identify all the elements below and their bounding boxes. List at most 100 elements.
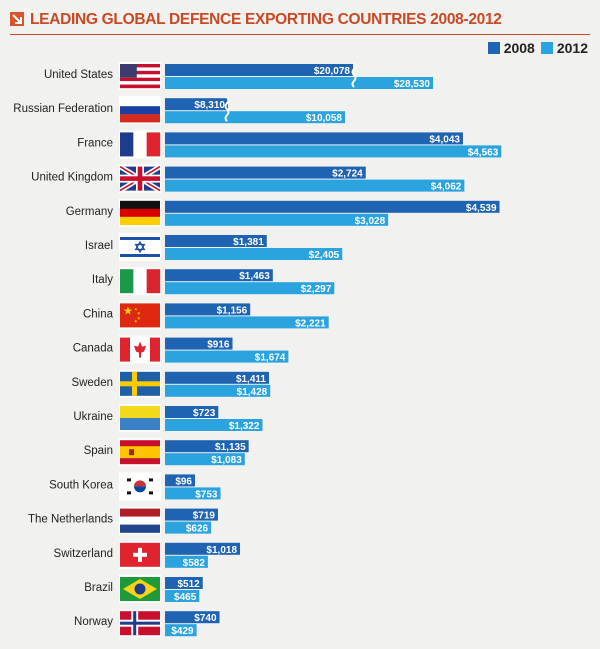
bar-2008 — [165, 508, 218, 521]
bar-2012 — [165, 384, 271, 397]
data-label-2012: $753 — [195, 489, 218, 500]
flag-brazil-icon — [119, 575, 161, 603]
bar-2008 — [165, 235, 267, 247]
title-divider — [10, 34, 590, 35]
bar-2008 — [165, 166, 366, 179]
data-label-2012: $626 — [186, 524, 209, 535]
bar-2012 — [165, 453, 245, 466]
data-label-2008: $719 — [193, 511, 216, 522]
axis-break-mark — [224, 96, 230, 122]
category-label: Ukraine — [73, 411, 113, 423]
flag-us-icon — [119, 62, 161, 90]
data-label-2008: $1,381 — [233, 237, 264, 248]
bar-2008 — [165, 337, 233, 350]
data-label-2008: $2,724 — [332, 169, 363, 180]
bar-2012 — [165, 145, 502, 158]
bar-2012 — [165, 248, 343, 260]
flag-south-korea-icon — [119, 472, 161, 501]
bar-2008 — [165, 406, 219, 418]
bar-2008 — [165, 64, 353, 76]
data-label-2008: $4,043 — [429, 134, 460, 145]
data-label-2012: $582 — [183, 558, 206, 569]
data-label-2008: $1,018 — [206, 545, 237, 556]
bar-row: Israel $1,381 $2,405 — [85, 233, 343, 261]
bar-2012 — [165, 624, 197, 637]
axis-break-mark — [351, 62, 357, 88]
bar-row: Italy $1,463 $2,297 — [92, 267, 335, 296]
flag-france-icon — [119, 130, 161, 159]
category-label: Sweden — [71, 377, 113, 389]
svg-text:★: ★ — [134, 318, 138, 323]
bar-row: Russian Federation $8,310 $10,058 — [13, 96, 345, 125]
bar-row: China ★ ★★★★ $1,156 $2,221 — [83, 301, 329, 330]
bar-row: Switzerland $1,018$582 — [54, 540, 241, 569]
flag-italy-icon — [119, 267, 161, 296]
bar-row: Ukraine $723 $1,322 — [73, 404, 263, 432]
flag-spain-icon — [119, 438, 161, 467]
bar-2008 — [165, 303, 251, 316]
svg-text:★: ★ — [134, 306, 138, 311]
arrow-icon — [10, 12, 24, 26]
category-label: South Korea — [49, 479, 114, 491]
category-label: The Netherlands — [28, 514, 113, 526]
bar-row: Norway $740$429 — [74, 609, 220, 638]
data-label-2012: $3,028 — [355, 216, 386, 227]
bar-2012 — [165, 590, 200, 602]
legend-item-2008: 2008 — [487, 40, 535, 56]
flag-uk-icon — [118, 164, 162, 193]
category-label: France — [77, 137, 113, 149]
data-label-2012: $429 — [171, 626, 194, 637]
bar-row: Brazil $512 $465 — [84, 575, 203, 603]
data-label-2012: $2,297 — [301, 284, 332, 295]
flag-norway-icon — [119, 609, 161, 638]
bar-2012 — [165, 521, 212, 534]
data-label-2012: $4,563 — [468, 147, 499, 158]
legend: 2008 2012 — [487, 40, 588, 56]
flag-israel-icon — [119, 233, 161, 261]
data-label-2008: $1,411 — [236, 374, 266, 385]
data-label-2008: $4,539 — [466, 203, 497, 214]
bar-2012 — [165, 316, 329, 329]
svg-text:★: ★ — [137, 315, 141, 320]
category-label: Brazil — [84, 582, 113, 594]
bar-row: United Kingdom $2,724 $4,062 — [31, 164, 465, 193]
chart-header: LEADING GLOBAL DEFENCE EXPORTING COUNTRI… — [10, 8, 590, 32]
flag-china-icon: ★ ★★★★ — [119, 301, 161, 330]
chart-title: LEADING GLOBAL DEFENCE EXPORTING COUNTRI… — [30, 11, 502, 28]
bar-row: Spain $1,135 $1,083 — [84, 438, 249, 467]
data-label-2012: $2,405 — [309, 250, 340, 261]
category-label: Spain — [84, 445, 113, 457]
flag-sweden-icon — [119, 369, 161, 398]
bar-2012 — [165, 350, 289, 363]
flag-russia-icon — [119, 96, 161, 125]
bar-2008 — [165, 474, 195, 487]
category-label: United Kingdom — [31, 172, 113, 184]
bar-2012 — [165, 77, 433, 89]
data-label-2008: $8,310 — [194, 100, 225, 111]
data-label-2008: $1,463 — [239, 271, 270, 282]
bar-row: France $4,043 $4,563 — [77, 130, 502, 159]
bar-2012 — [165, 419, 263, 431]
bar-row: Germany $4,539 $3,028 — [66, 198, 500, 227]
category-label: Switzerland — [54, 548, 113, 560]
flag-netherlands-icon — [119, 506, 161, 535]
data-label-2012: $1,083 — [211, 455, 242, 466]
category-label: China — [83, 308, 114, 320]
bar-2012 — [165, 179, 465, 192]
bar-2008 — [165, 542, 241, 555]
bar-2008 — [165, 200, 500, 213]
bar-2012 — [165, 487, 221, 500]
bar-2012 — [165, 282, 335, 295]
bar-row: The Netherlands $719 $626 — [28, 506, 218, 535]
bar-2008 — [165, 440, 249, 453]
category-label: Germany — [66, 206, 114, 218]
data-label-2008: $1,156 — [217, 305, 248, 316]
category-label: Israel — [85, 240, 113, 252]
bar-row: United States $20,078 $28,530 — [44, 62, 433, 90]
legend-swatch-2012 — [540, 42, 553, 54]
bar-2012 — [165, 213, 389, 226]
data-label-2008: $916 — [207, 340, 230, 351]
legend-item-2012: 2012 — [540, 40, 588, 56]
bar-2008 — [165, 577, 203, 589]
